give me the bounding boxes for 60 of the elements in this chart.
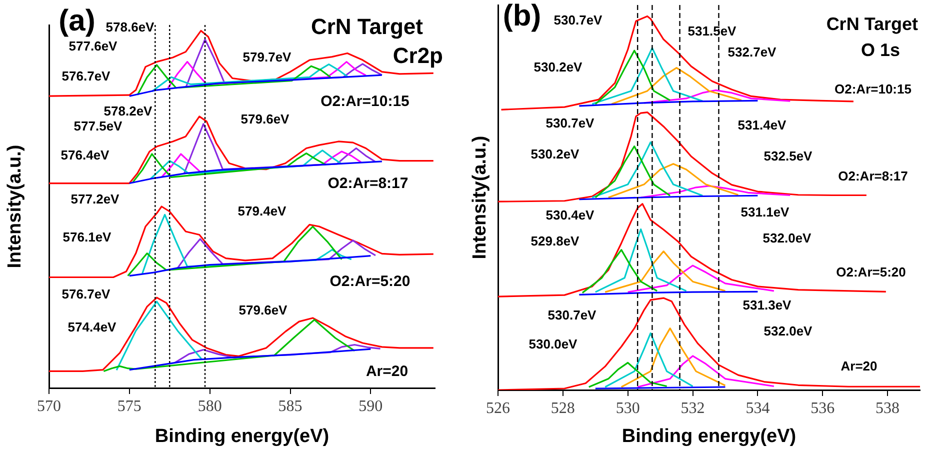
x-tick-label: 528 [550,400,575,417]
annotation: 576.7eV [62,286,111,302]
annotation: Ar=20 [840,358,878,374]
annotation: 531.3eV [742,298,792,313]
x-tick-label: 530 [616,400,640,417]
annotation: 530.0eV [528,336,578,352]
text: O 1s [860,40,900,60]
annotation: 530.4eV [546,208,595,223]
annotation: 530.2eV [534,60,583,75]
annotation: O2:Ar=8:17 [838,168,908,184]
annotation: 577.6eV [68,38,118,54]
x-tick-label: 585 [278,398,302,415]
annotation: 579.4eV [238,204,287,219]
annotation: 577.5eV [74,118,123,134]
annotation: 578.6eV [106,20,155,35]
text: Cr2p [392,43,443,68]
x-tick-label: 532 [680,400,705,417]
x-tick-label: 526 [486,400,510,417]
annotation: O2:Ar=10:15 [834,82,912,97]
annotation: 532.0eV [764,324,813,339]
annotation: 531.1eV [740,204,790,220]
x-tick-label: 575 [117,398,142,415]
y-axis-title: Intensity(a.u.) [470,136,491,260]
annotation: O2:Ar=8:17 [328,175,408,192]
x-tick-label: 570 [37,398,61,415]
annotation: 577.2eV [70,192,120,207]
annotation: 579.6eV [238,302,288,318]
annotation: (b) [502,0,542,32]
annotation: 530.7eV [554,12,603,28]
annotation: 531.4eV [738,118,787,133]
annotation: 579.7eV [242,50,292,65]
x-tick-label: 538 [876,400,900,417]
annotation: 531.5eV [688,24,737,39]
y-axis-title: Intensity(a.u.) [4,144,26,268]
annotation: 576.7eV [62,68,111,84]
annotation: (a) [58,4,96,38]
annotation: 532.0eV [762,230,812,246]
annotation: 574.4eV [68,320,117,335]
annotation: 578.2eV [104,104,153,119]
annotation: O2:Ar=5:20 [836,264,906,280]
annotation: 532.5eV [764,148,813,164]
annotation: 530.2eV [530,146,580,162]
x-axis-title: Binding energy(eV) [154,426,330,447]
chart-title: CrN Target [310,14,424,40]
chart-title: CrN Target [826,14,918,34]
annotation: 530.7eV [546,116,595,131]
annotation: 530.7eV [548,308,597,323]
annotation: Ar=20 [366,363,408,380]
annotation: 529.8eV [530,234,580,249]
x-tick-label: 534 [746,400,770,417]
x-tick-label: 590 [358,398,383,415]
annotation: O2:Ar=10:15 [320,93,410,110]
annotation: O2:Ar=5:20 [330,273,410,290]
x-tick-label: 580 [198,398,222,415]
x-axis-title: Binding energy(eV) [622,426,796,447]
annotation: 576.4eV [60,148,110,163]
annotation: 579.6eV [240,112,290,127]
x-tick-label: 536 [810,400,835,417]
annotation: 576.1eV [62,230,112,245]
annotation: 532.7eV [728,44,777,60]
